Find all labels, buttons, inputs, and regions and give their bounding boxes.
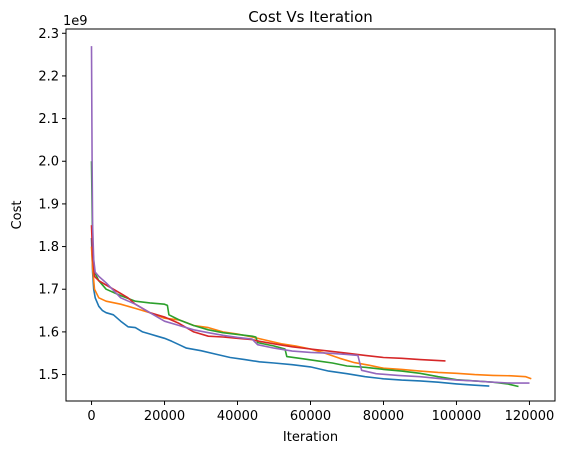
y-tick-label: 1.8 bbox=[38, 240, 59, 255]
y-tick-label: 2.2 bbox=[38, 69, 59, 84]
chart-title: Cost Vs Iteration bbox=[248, 8, 373, 26]
y-axis-title: Cost bbox=[10, 201, 25, 230]
series-line-5 bbox=[90, 46, 530, 384]
y-tick-label: 1.7 bbox=[38, 283, 59, 298]
series-line-2 bbox=[90, 246, 532, 380]
y-tick-label: 2.0 bbox=[38, 155, 59, 170]
x-tick-label: 100000 bbox=[432, 409, 482, 424]
x-tick-label: 40000 bbox=[217, 409, 258, 424]
series-line-1 bbox=[90, 237, 490, 387]
x-tick-label: 120000 bbox=[505, 409, 555, 424]
y-tick-label: 2.3 bbox=[38, 27, 59, 42]
x-tick-label: 60000 bbox=[290, 409, 331, 424]
y-tick-label: 1.9 bbox=[38, 197, 59, 212]
x-axis-title: Iteration bbox=[283, 430, 338, 445]
y-tick-label: 2.1 bbox=[38, 112, 59, 127]
x-tick-label: 0 bbox=[87, 409, 95, 424]
y-axis-ticks: 1.5 1.6 1.7 1.8 1.9 2.0 2.1 2.2 2.3 bbox=[38, 27, 66, 383]
series-layer bbox=[90, 46, 532, 388]
series-line-3 bbox=[90, 161, 519, 388]
y-axis-offset-label: 1e9 bbox=[63, 14, 88, 29]
y-tick-label: 1.5 bbox=[38, 368, 59, 383]
x-tick-label: 80000 bbox=[363, 409, 404, 424]
x-axis-ticks: 0 20000 40000 60000 80000 100000 120000 bbox=[87, 401, 554, 424]
x-tick-label: 20000 bbox=[144, 409, 185, 424]
plot-frame bbox=[65, 28, 556, 402]
y-tick-label: 1.6 bbox=[38, 325, 59, 340]
